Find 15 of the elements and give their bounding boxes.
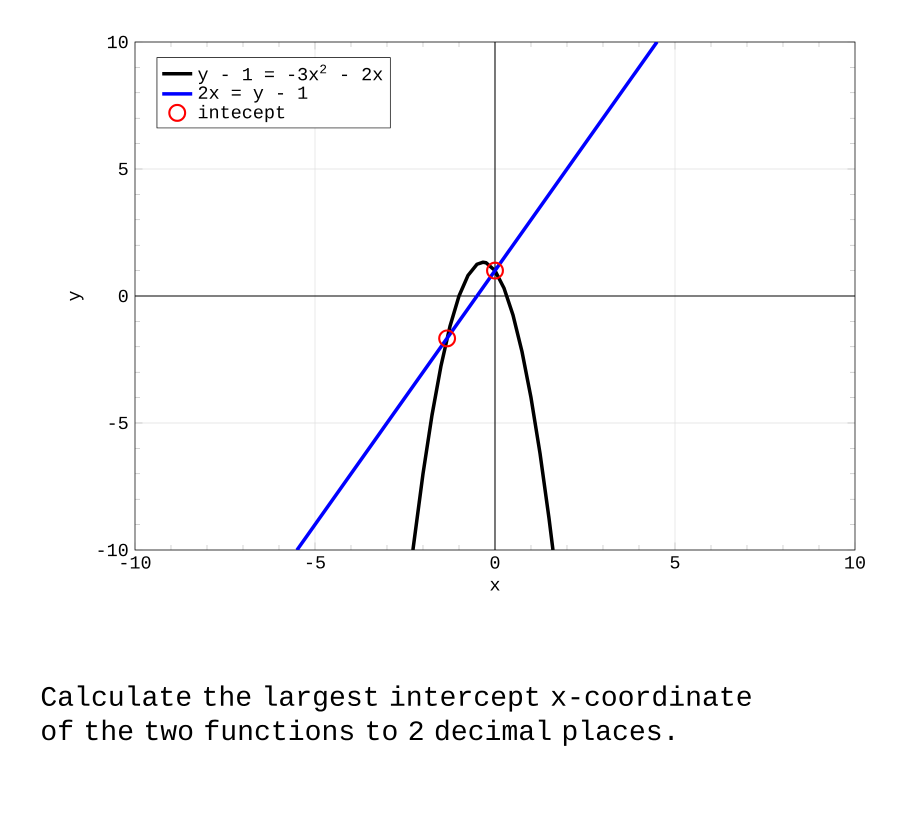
y-axis-title: y <box>70 291 84 301</box>
x-tick-label: 0 <box>490 556 500 569</box>
y-tick-label: 0 <box>118 290 128 302</box>
y-tick-label: -10 <box>98 544 128 556</box>
legend-label: 2x = y - 1 <box>198 86 308 103</box>
y-tick-label: 5 <box>118 162 128 176</box>
x-axis-title: x <box>490 580 500 591</box>
y-tick-label: 10 <box>108 36 128 48</box>
legend-label: intecept <box>198 104 284 122</box>
x-tick-label: 10 <box>845 556 865 569</box>
x-tick-label: -5 <box>306 556 325 569</box>
text: y - 1 = -3x$^{2}$ - 2x <box>198 64 382 84</box>
text: Calculate the largest intercept x-coordinate of the two functions to 2 decimal places. <box>42 685 751 746</box>
y-tick-label: -5 <box>110 416 128 430</box>
x-tick-label: 5 <box>670 556 680 569</box>
